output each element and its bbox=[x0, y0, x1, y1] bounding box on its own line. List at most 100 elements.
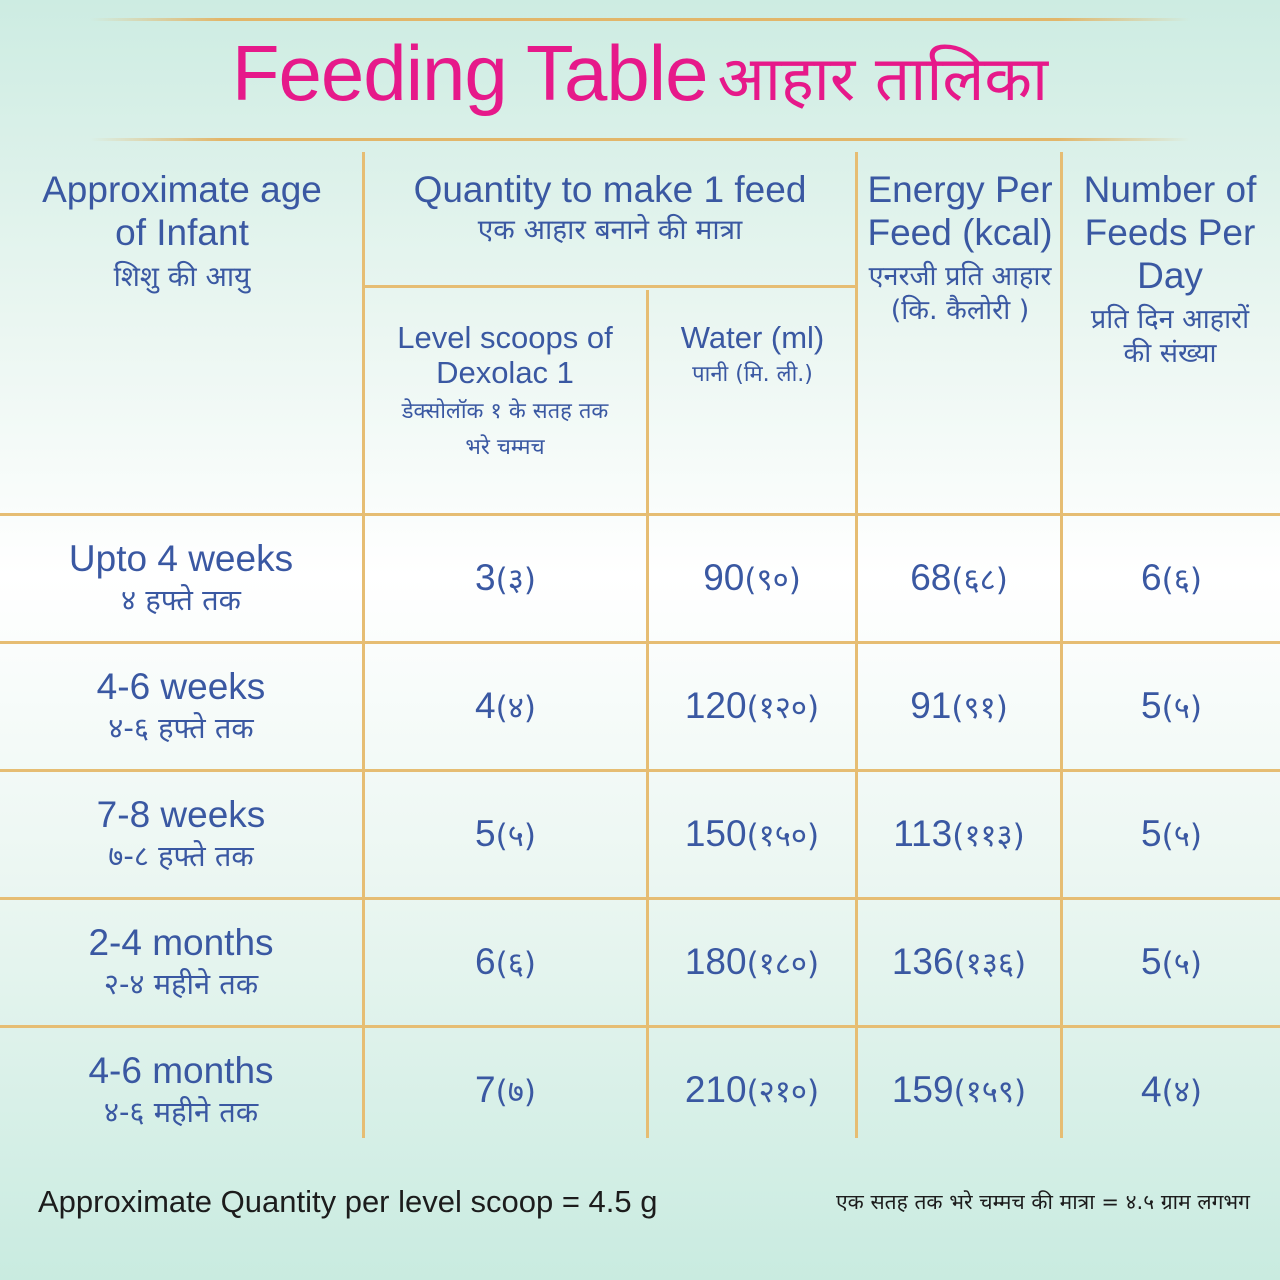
cell-feeds: 5(५) bbox=[1063, 900, 1280, 1025]
age-hi: २-४ महीने तक bbox=[103, 966, 259, 1001]
cell-age: 4-6 weeks ४-६ हफ्ते तक bbox=[0, 644, 362, 769]
scoops-value-hi: (५) bbox=[495, 818, 536, 854]
cell-scoops: 3(३) bbox=[365, 516, 646, 641]
header-water: Water (ml) पानी (मि. ली.) bbox=[650, 320, 855, 393]
header-energy: Energy Per Feed (kcal) एनरजी प्रति आहार … bbox=[865, 168, 1055, 328]
water-value: 210 bbox=[684, 1069, 747, 1110]
water-value: 90 bbox=[703, 557, 745, 598]
cell-water: 180(१८०) bbox=[649, 900, 855, 1025]
water-value-hi: (१८०) bbox=[746, 946, 820, 982]
age-hi: ४ हफ्ते तक bbox=[121, 582, 241, 617]
feeds-value: 6 bbox=[1141, 557, 1162, 598]
feeds-value-hi: (६) bbox=[1161, 562, 1202, 598]
energy-value-hi: (९१) bbox=[951, 690, 1008, 726]
feeds-value-hi: (५) bbox=[1161, 818, 1202, 854]
grid-vline-4 bbox=[1060, 152, 1063, 1138]
cell-age: 2-4 months २-४ महीने तक bbox=[0, 900, 362, 1025]
header-age-hi: शिशु की आयु bbox=[113, 260, 251, 293]
cell-age: Upto 4 weeks ४ हफ्ते तक bbox=[0, 516, 362, 641]
energy-value: 91 bbox=[910, 685, 952, 726]
energy-value: 68 bbox=[910, 557, 952, 598]
header-feeds: Number of Feeds Per Day प्रति दिन आहारों… bbox=[1075, 168, 1265, 371]
water-value: 150 bbox=[684, 813, 747, 854]
header-quantity: Quantity to make 1 feed एक आहार बनाने की… bbox=[365, 168, 855, 247]
energy-value: 113 bbox=[893, 813, 953, 854]
scoops-value-hi: (६) bbox=[495, 946, 536, 982]
header-water-en: Water (ml) bbox=[680, 320, 825, 355]
age-en: 7-8 weeks bbox=[96, 793, 266, 835]
cell-water: 210(२१०) bbox=[649, 1028, 855, 1153]
feeds-value: 5 bbox=[1141, 685, 1162, 726]
water-value-hi: (१५०) bbox=[746, 818, 820, 854]
grid-vline-2 bbox=[646, 290, 649, 1138]
cell-water: 90(९०) bbox=[649, 516, 855, 641]
cell-energy: 91(९१) bbox=[858, 644, 1060, 769]
scoops-value-hi: (३) bbox=[495, 562, 536, 598]
age-en: Upto 4 weeks bbox=[68, 537, 294, 579]
cell-energy: 68(६८) bbox=[858, 516, 1060, 641]
table-row: 4-6 months ४-६ महीने तक 7(७) 210(२१०) 15… bbox=[0, 1028, 1280, 1153]
feeds-value-hi: (५) bbox=[1161, 690, 1202, 726]
header-feeds-en: Number of Feeds Per Day bbox=[1083, 169, 1257, 296]
scoops-value: 7 bbox=[475, 1069, 496, 1110]
grid-hline-header bbox=[0, 513, 1280, 516]
header-feeds-hi: प्रति दिन आहारों की संख्या bbox=[1090, 304, 1250, 369]
top-rule bbox=[90, 18, 1190, 21]
grid-hline-subheader bbox=[365, 285, 855, 288]
table-row: 7-8 weeks ७-८ हफ्ते तक 5(५) 150(१५०) 113… bbox=[0, 772, 1280, 897]
grid-hline-row-1 bbox=[0, 641, 1280, 644]
footer-note-hindi: एक सतह तक भरे चम्मच की मात्रा = ४.५ ग्रा… bbox=[836, 1190, 1250, 1214]
scoops-value: 6 bbox=[475, 941, 496, 982]
header-scoops: Level scoops of Dexolac 1 डेक्सोलॉक १ के… bbox=[390, 320, 620, 466]
scoops-value: 4 bbox=[475, 685, 496, 726]
table-row: 2-4 months २-४ महीने तक 6(६) 180(१८०) 13… bbox=[0, 900, 1280, 1025]
energy-value: 159 bbox=[891, 1069, 954, 1110]
header-energy-en: Energy Per Feed (kcal) bbox=[867, 169, 1053, 253]
grid-hline-row-4 bbox=[0, 1025, 1280, 1028]
water-value-hi: (२१०) bbox=[746, 1074, 820, 1110]
cell-energy: 113(११३) bbox=[858, 772, 1060, 897]
water-value-hi: (९०) bbox=[744, 562, 801, 598]
feeds-value: 5 bbox=[1141, 941, 1162, 982]
header-age: Approximate age of Infant शिशु की आयु bbox=[40, 168, 324, 294]
scoops-value-hi: (७) bbox=[495, 1074, 536, 1110]
cell-feeds: 6(६) bbox=[1063, 516, 1280, 641]
cell-age: 7-8 weeks ७-८ हफ्ते तक bbox=[0, 772, 362, 897]
age-hi: ७-८ हफ्ते तक bbox=[108, 838, 254, 873]
energy-value-hi: (१५९) bbox=[953, 1074, 1027, 1110]
grid-hline-row-2 bbox=[0, 769, 1280, 772]
header-water-hi: पानी (मि. ली.) bbox=[692, 362, 813, 387]
energy-value-hi: (६८) bbox=[951, 562, 1008, 598]
header-quantity-hi: एक आहार बनाने की मात्रा bbox=[477, 213, 743, 246]
header-scoops-en: Level scoops of Dexolac 1 bbox=[397, 320, 613, 390]
header-age-en: Approximate age of Infant bbox=[42, 169, 322, 253]
table-row: 4-6 weeks ४-६ हफ्ते तक 4(४) 120(१२०) 91(… bbox=[0, 644, 1280, 769]
energy-value-hi: (११३) bbox=[952, 818, 1025, 854]
cell-feeds: 4(४) bbox=[1063, 1028, 1280, 1153]
scoops-value: 3 bbox=[475, 557, 496, 598]
feeds-value-hi: (४) bbox=[1161, 1074, 1202, 1110]
cell-water: 120(१२०) bbox=[649, 644, 855, 769]
footer-note-english: Approximate Quantity per level scoop = 4… bbox=[38, 1184, 658, 1219]
age-en: 4-6 weeks bbox=[96, 665, 266, 707]
feeds-value: 4 bbox=[1141, 1069, 1162, 1110]
feeds-value: 5 bbox=[1141, 813, 1162, 854]
cell-scoops: 6(६) bbox=[365, 900, 646, 1025]
title-english: Feeding Table bbox=[231, 29, 709, 117]
age-en: 4-6 months bbox=[88, 1049, 274, 1091]
cell-scoops: 4(४) bbox=[365, 644, 646, 769]
scoops-value: 5 bbox=[475, 813, 496, 854]
page-title: Feeding Table आहार तालिका bbox=[0, 28, 1280, 119]
age-en: 2-4 months bbox=[88, 921, 274, 963]
cell-feeds: 5(५) bbox=[1063, 644, 1280, 769]
water-value: 120 bbox=[684, 685, 747, 726]
title-bottom-rule bbox=[90, 138, 1190, 141]
header-scoops-hi: डेक्सोलॉक १ के सतह तक भरे चम्मच bbox=[401, 399, 609, 460]
cell-scoops: 7(७) bbox=[365, 1028, 646, 1153]
cell-energy: 159(१५९) bbox=[858, 1028, 1060, 1153]
energy-value-hi: (१३६) bbox=[953, 946, 1027, 982]
header-quantity-en: Quantity to make 1 feed bbox=[413, 169, 807, 210]
age-hi: ४-६ महीने तक bbox=[103, 1094, 259, 1129]
cell-feeds: 5(५) bbox=[1063, 772, 1280, 897]
scoops-value-hi: (४) bbox=[495, 690, 536, 726]
